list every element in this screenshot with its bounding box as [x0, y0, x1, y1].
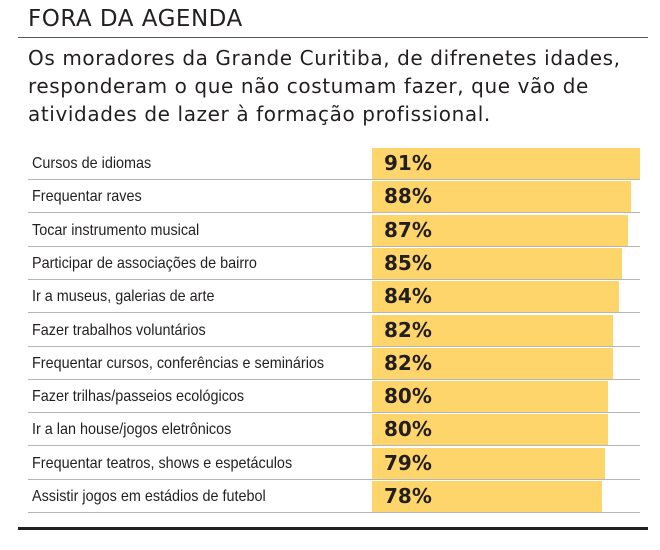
- value-label: 84%: [384, 284, 432, 309]
- table-row: Cursos de idiomas 91%: [28, 147, 640, 180]
- table-row: Frequentar raves 88%: [28, 180, 640, 214]
- bar: [372, 414, 608, 446]
- bar: [372, 481, 602, 512]
- bar: [372, 347, 614, 379]
- bar: [372, 247, 623, 279]
- category-label: Participar de associações de bairro: [32, 254, 257, 272]
- table-row: Fazer trabalhos voluntários 82%: [28, 314, 640, 347]
- bottom-rule: [18, 527, 648, 530]
- value-label: 80%: [384, 417, 432, 442]
- chart-title: FORA DA AGENDA: [28, 6, 243, 32]
- table-row: Participar de associações de bairro 85%: [28, 247, 640, 280]
- bar: [372, 214, 629, 246]
- bar: [372, 447, 605, 479]
- category-label: Fazer trilhas/passeios ecológicos: [32, 388, 245, 406]
- bar: [372, 181, 632, 213]
- value-label: 87%: [384, 217, 432, 242]
- table-row: Tocar instrumento musical 87%: [28, 214, 640, 247]
- value-label: 82%: [384, 350, 432, 375]
- bar: [372, 148, 640, 179]
- value-label: 82%: [384, 317, 432, 342]
- table-row: Assistir jogos em estádios de futebol 78%: [28, 480, 640, 513]
- category-label: Ir a lan house/jogos eletrônicos: [32, 421, 232, 439]
- value-label: 85%: [384, 250, 432, 275]
- category-label: Frequentar raves: [32, 188, 142, 206]
- value-label: 80%: [384, 384, 432, 409]
- category-label: Tocar instrumento musical: [32, 221, 200, 239]
- category-label: Assistir jogos em estádios de futebol: [32, 488, 266, 505]
- category-label: Frequentar teatros, shows e espetáculos: [32, 454, 293, 472]
- bar: [372, 314, 614, 346]
- category-label: Frequentar cursos, conferências e seminá…: [32, 354, 325, 372]
- title-rule: [18, 37, 648, 38]
- table-row: Ir a lan house/jogos eletrônicos 80%: [28, 413, 640, 447]
- value-label: 91%: [384, 151, 432, 175]
- table-row: Frequentar teatros, shows e espetáculos 7…: [28, 447, 640, 480]
- value-label: 78%: [384, 484, 432, 508]
- value-label: 88%: [384, 184, 432, 209]
- bar: [372, 381, 608, 413]
- table-row: Fazer trilhas/passeios ecológicos 80%: [28, 380, 640, 414]
- category-label: Cursos de idiomas: [32, 155, 152, 172]
- value-label: 79%: [384, 450, 432, 475]
- table-row: Ir a museus, galerias de arte 84%: [28, 280, 640, 314]
- table-row: Frequentar cursos, conferências e seminá…: [28, 347, 640, 380]
- bar: [372, 281, 620, 313]
- category-label: Ir a museus, galerias de arte: [32, 288, 215, 306]
- category-label: Fazer trabalhos voluntários: [32, 321, 206, 339]
- chart-subtitle: Os moradores da Grande Curitiba, de difr…: [28, 46, 621, 126]
